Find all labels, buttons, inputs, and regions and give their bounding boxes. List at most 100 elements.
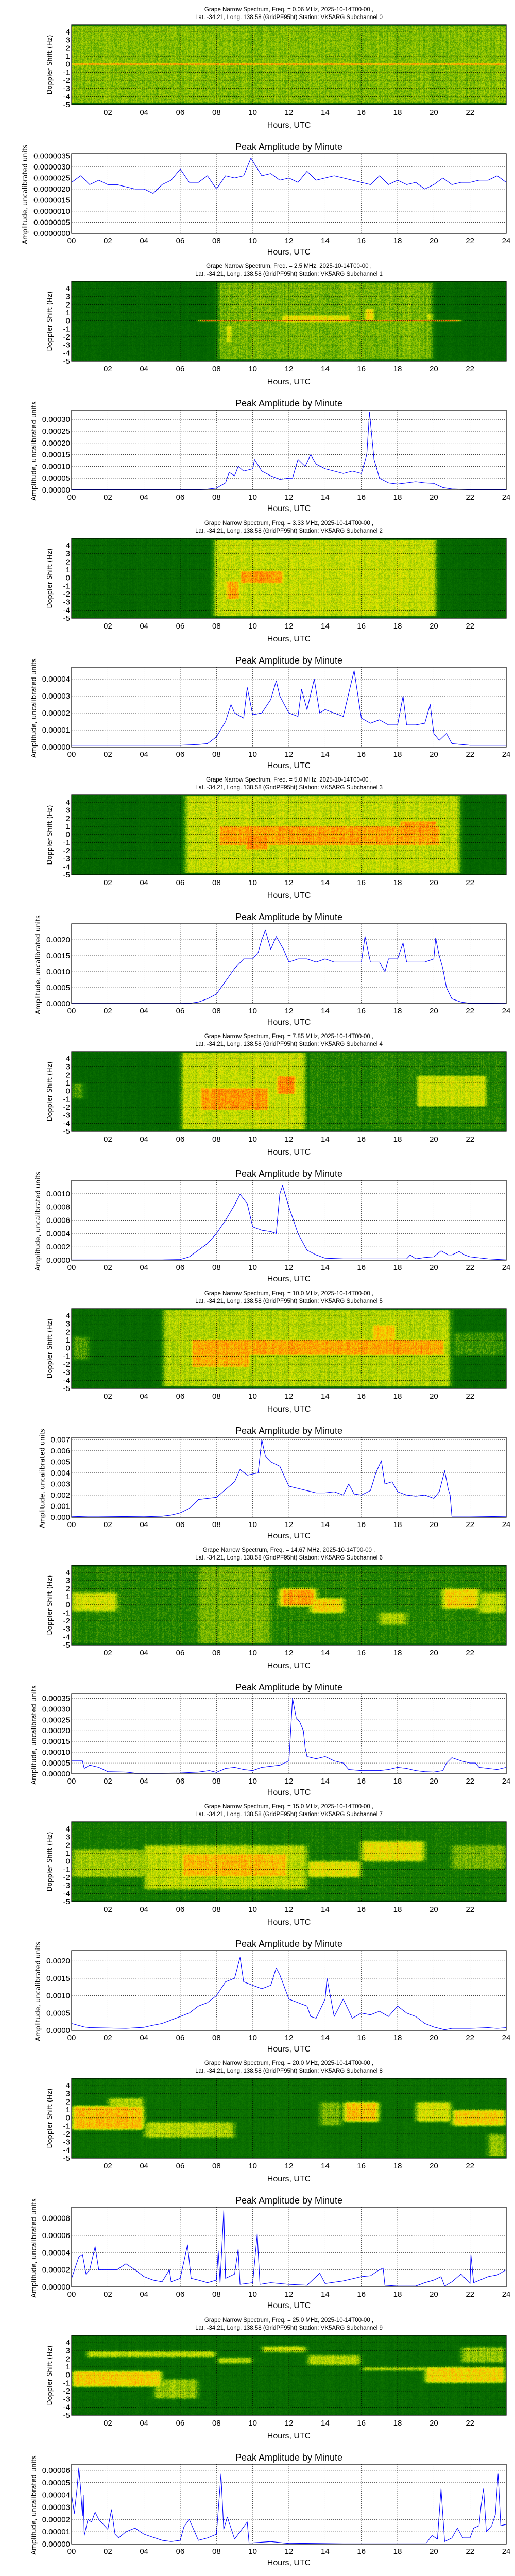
- spectrogram-ytick-label: 4: [66, 1568, 70, 1577]
- amplitude-ytick-label: 0.006: [50, 1446, 70, 1455]
- spectrogram-ytick-label: 0: [66, 2114, 70, 2123]
- amplitude-xtick-label: 10: [248, 750, 257, 759]
- spectrogram-xtick-label: 06: [176, 1135, 185, 1144]
- amplitude-ytick-label: 0.007: [50, 1435, 70, 1444]
- spectrogram-xtick-label: 20: [430, 365, 438, 374]
- amplitude-ytick-label: 0.00001: [42, 2528, 70, 2536]
- spectrogram-xtick-label: 06: [176, 622, 185, 631]
- spectrogram-xtick-label: 12: [285, 1392, 294, 1401]
- spectrogram-xtick-label: 10: [248, 1392, 257, 1401]
- amplitude-frame: [71, 1950, 507, 2031]
- amplitude-xtick-label: 16: [357, 493, 366, 502]
- amplitude-xlabel: Hours, UTC: [267, 2045, 311, 2054]
- amplitude-xtick-label: 22: [466, 236, 474, 245]
- spectrogram-ytick-label: -1: [63, 1608, 70, 1617]
- amplitude-xtick-label: 08: [212, 1520, 221, 1529]
- spectrogram-xtick-label: 22: [466, 1392, 474, 1401]
- spectrogram-ytick-label: -3: [63, 2138, 70, 2147]
- spectrogram-xlabel: Hours, UTC: [267, 1662, 311, 1670]
- amplitude-xtick-label: 24: [502, 1263, 511, 1272]
- spectrogram-xtick-label: 22: [466, 878, 474, 887]
- spectrogram-xtick-label: 06: [176, 1905, 185, 1914]
- amplitude-ytick-label: 0.0000030: [33, 163, 70, 172]
- amplitude-xtick-label: 16: [357, 2033, 366, 2042]
- spectrogram-xtick-label: 20: [430, 108, 438, 117]
- amplitude-ytick-label: 0.0000005: [33, 218, 70, 227]
- spectrogram-ytick-label: 3: [66, 1577, 70, 1585]
- amplitude-xlabel: Hours, UTC: [267, 1532, 311, 1540]
- spectrogram-ytick-label: -4: [63, 606, 70, 615]
- spectrogram-xtick-label: 10: [248, 878, 257, 887]
- amplitude-ytick-label: 0.0000: [46, 1256, 70, 1265]
- spectrogram-ytick-label: 1: [66, 1849, 70, 1858]
- spectrogram-xtick-label: 02: [104, 2419, 112, 2428]
- amplitude-xtick-label: 12: [285, 1520, 294, 1529]
- spectrogram-xtick-label: 10: [248, 1905, 257, 1914]
- spectrogram-ytick-label: -5: [63, 2411, 70, 2420]
- amplitude-xtick-label: 24: [502, 236, 511, 245]
- amplitude-ytick-label: 0.0008: [46, 1203, 70, 1212]
- subchannel-panel: Grape Narrow Spectrum, Freq. = 20.0 MHz,…: [0, 2054, 515, 2310]
- amplitude-xtick-label: 18: [393, 1777, 402, 1786]
- spectrogram-xtick-label: 10: [248, 365, 257, 374]
- amplitude-ytick-label: 0.0020: [46, 936, 70, 944]
- spectrogram-frame: [71, 794, 507, 875]
- amplitude-xtick-label: 14: [321, 493, 330, 502]
- amplitude-chart-title: Peak Amplitude by Minute: [235, 398, 342, 409]
- spectrogram-xlabel: Hours, UTC: [267, 1918, 311, 1927]
- spectrogram-xtick-label: 08: [212, 2419, 221, 2428]
- amplitude-ytick-label: 0.0000: [46, 2026, 70, 2035]
- spectrogram-ytick-label: 0: [66, 317, 70, 326]
- amplitude-frame: [71, 923, 507, 1004]
- amplitude-xtick-label: 14: [321, 1263, 330, 1272]
- spectrogram-ytick-label: 1: [66, 1592, 70, 1601]
- amplitude-ytick-label: 0.0015: [46, 952, 70, 960]
- spectrogram-ytick-label: -5: [63, 2154, 70, 2163]
- amplitude-xtick-label: 02: [104, 1777, 112, 1786]
- spectrogram-ylabel: Doppler Shift (Hz): [46, 1575, 54, 1635]
- spectrogram-xtick-label: 02: [104, 622, 112, 631]
- amplitude-ytick-label: 0.00003: [42, 2503, 70, 2512]
- spectrogram-title: Lat. -34.21, Long. 138.58 (GridPF95ht) S…: [195, 14, 383, 21]
- spectrogram-xtick-label: 08: [212, 1905, 221, 1914]
- amplitude-ytick-label: 0.0000000: [33, 229, 70, 238]
- amplitude-ytick-label: 0.00003: [42, 692, 70, 701]
- spectrogram-xtick-label: 16: [357, 365, 366, 374]
- spectrogram-xtick-label: 16: [357, 878, 366, 887]
- spectrogram-ytick-label: -1: [63, 1095, 70, 1104]
- amplitude-line: [72, 412, 506, 490]
- amplitude-xtick-label: 08: [212, 2547, 221, 2556]
- amplitude-ytick-label: 0.00015: [42, 451, 70, 460]
- subchannel-panel: Grape Narrow Spectrum, Freq. = 14.67 MHz…: [0, 1540, 515, 1797]
- spectrogram-frame: [71, 1565, 507, 1646]
- amplitude-ytick-label: 0.0005: [46, 984, 70, 992]
- amplitude-xtick-label: 20: [430, 1520, 438, 1529]
- spectrogram-xtick-label: 22: [466, 2162, 474, 2171]
- spectrogram-ytick-label: 4: [66, 28, 70, 37]
- amplitude-xtick-label: 08: [212, 2290, 221, 2299]
- amplitude-xtick-label: 22: [466, 750, 474, 759]
- amplitude-ytick-label: 0.00004: [42, 2249, 70, 2258]
- amplitude-ytick-label: 0.0000010: [33, 207, 70, 216]
- amplitude-xtick-label: 10: [248, 1263, 257, 1272]
- amplitude-xtick-label: 18: [393, 2033, 402, 2042]
- amplitude-xtick-label: 02: [104, 1520, 112, 1529]
- spectrogram-ytick-label: -2: [63, 1360, 70, 1369]
- amplitude-line: [72, 929, 507, 1004]
- amplitude-xtick-label: 24: [502, 2290, 511, 2299]
- spectrogram-xtick-label: 06: [176, 1649, 185, 1657]
- spectrogram-ytick-label: 4: [66, 1825, 70, 1834]
- spectrogram-ylabel: Doppler Shift (Hz): [46, 2345, 54, 2405]
- spectrogram-xtick-label: 16: [357, 2162, 366, 2171]
- amplitude-xtick-label: 04: [140, 493, 148, 502]
- spectrogram-xtick-label: 02: [104, 1135, 112, 1144]
- spectrogram-ylabel: Doppler Shift (Hz): [46, 1318, 54, 1378]
- amplitude-chart-title: Peak Amplitude by Minute: [235, 1426, 342, 1436]
- spectrogram-ytick-label: -3: [63, 1368, 70, 1377]
- spectrogram-title: Grape Narrow Spectrum, Freq. = 15.0 MHz,…: [204, 1804, 374, 1810]
- spectrogram-ytick-label: -2: [63, 1617, 70, 1625]
- spectrogram-frame: [71, 537, 507, 619]
